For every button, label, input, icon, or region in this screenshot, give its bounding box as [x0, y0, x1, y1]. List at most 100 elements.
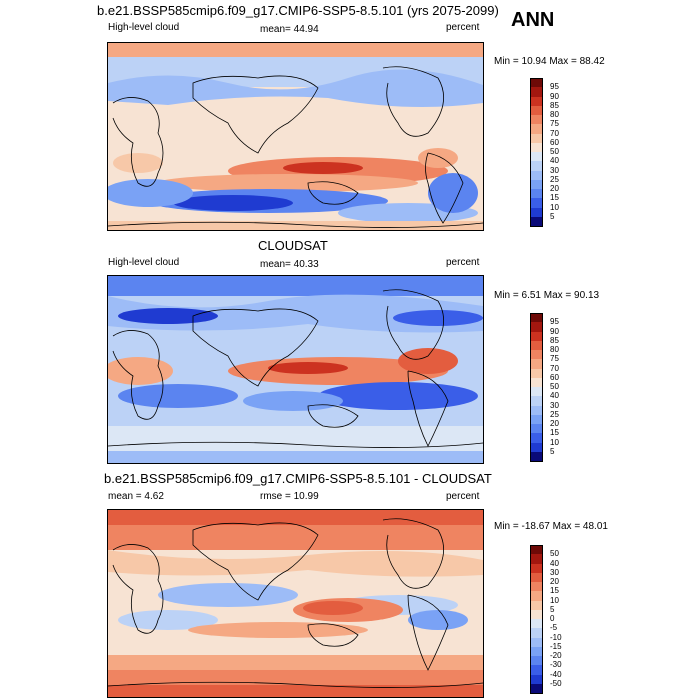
colorbar-tick-label: -10	[550, 632, 562, 642]
colorbar-tick-label: -5	[550, 623, 558, 633]
colorbar-tick-label: 25	[550, 409, 559, 419]
colorbar-tick-label: 40	[550, 391, 559, 401]
colorbar-swatch	[530, 591, 543, 601]
colorbar-swatch	[530, 96, 543, 107]
colorbar-swatch	[530, 563, 543, 574]
panel-3-map	[107, 509, 484, 698]
colorbar-swatch	[530, 170, 543, 181]
colorbar-tick-label: 20	[550, 184, 559, 193]
panel-2-map-field	[108, 276, 483, 463]
colorbar-tick-label: 60	[550, 372, 559, 382]
colorbar-tick-label: 95	[550, 317, 559, 327]
colorbar-swatch	[530, 424, 543, 434]
colorbar-swatch	[530, 161, 543, 171]
colorbar-tick-label: 70	[550, 128, 559, 138]
colorbar-tick-label: 80	[550, 110, 559, 119]
colorbar-swatch	[530, 582, 543, 592]
colorbar-tick-label: 15	[550, 586, 559, 596]
colorbar-swatch	[530, 322, 543, 332]
colorbar-swatch	[530, 216, 543, 227]
panel-3-title: b.e21.BSSP585cmip6.f09_g17.CMIP6-SSP5-8.…	[104, 471, 492, 486]
colorbar-tick-label: 80	[550, 345, 559, 354]
panel-3-map-field	[108, 510, 483, 697]
colorbar-tick-label: 5	[550, 604, 555, 614]
colorbar-swatch	[530, 628, 543, 638]
colorbar-swatch	[530, 198, 543, 208]
colorbar-swatch	[530, 359, 543, 369]
colorbar-swatch	[530, 619, 543, 629]
colorbar-swatch	[530, 124, 543, 134]
panel-1-units-label: percent	[446, 22, 480, 33]
panel-3-rmse-label: rmse = 10.99	[260, 491, 319, 502]
colorbar-tick-label: 40	[550, 156, 559, 166]
colorbar-swatch	[530, 350, 543, 360]
colorbar-tick-label: -20	[550, 651, 562, 660]
panel-2-variable-label: High-level cloud	[108, 257, 180, 268]
colorbar-tick-label: 75	[550, 354, 559, 364]
colorbar-tick-label: 70	[550, 363, 559, 373]
colorbar-swatch	[530, 451, 543, 462]
panel-1-mean-label: mean= 44.94	[260, 24, 319, 35]
colorbar-tick-label: 90	[550, 326, 559, 336]
panel-2-colorbar: 95 90 85 80 75 70 60 50 40 30 25 20 15 10 5	[530, 313, 590, 462]
panel-2-title: CLOUDSAT	[258, 238, 328, 253]
colorbar-tick-label: 20	[550, 419, 559, 428]
colorbar-swatch	[530, 414, 543, 425]
colorbar-tick-label: 10	[550, 595, 559, 605]
panel-1-colorbar: 95 90 85 80 75 70 60 50 40 30 25 20 15 10 5	[530, 78, 590, 227]
panel-2-map	[107, 275, 484, 464]
colorbar-tick-label: 50	[550, 147, 559, 156]
colorbar-tick-label: 15	[550, 193, 559, 203]
panel-1-minmax-label: Min = 10.94 Max = 88.42	[494, 56, 605, 67]
colorbar-tick-label: 25	[550, 174, 559, 184]
colorbar-swatch	[530, 179, 543, 190]
colorbar-tick-label: 20	[550, 577, 559, 586]
colorbar-swatch	[530, 133, 543, 144]
colorbar-tick-label: 40	[550, 558, 559, 568]
colorbar-tick-label: 95	[550, 82, 559, 92]
colorbar-swatch	[530, 207, 543, 218]
panel-3-colorbar: 50 40 30 20 15 10 5 0 -5 -10 -15 -20 -30 -40 -50	[530, 545, 590, 694]
panel-2-minmax-label: Min = 6.51 Max = 90.13	[494, 290, 600, 301]
colorbar-swatch	[530, 368, 543, 379]
colorbar-tick-label: 85	[550, 100, 559, 110]
colorbar-tick-label: 5	[550, 211, 555, 221]
colorbar-tick-label: 85	[550, 335, 559, 345]
colorbar-swatch	[530, 115, 543, 125]
panel-1-map-field	[108, 43, 483, 230]
colorbar-swatch	[530, 340, 543, 351]
colorbar-swatch	[530, 572, 543, 583]
colorbar-tick-label: -30	[550, 660, 562, 670]
panel-2-units-label: percent	[446, 257, 480, 268]
colorbar-tick-label: 15	[550, 428, 559, 438]
colorbar-swatch	[530, 377, 543, 388]
colorbar-swatch	[530, 609, 543, 620]
colorbar-tick-label: -15	[550, 641, 562, 651]
season-annotation: ANN	[511, 9, 555, 31]
colorbar-swatch	[530, 405, 543, 416]
panel-1-variable-label: High-level cloud	[108, 22, 180, 33]
colorbar-tick-label: 5	[550, 446, 555, 456]
colorbar-swatch	[530, 554, 543, 564]
colorbar-swatch	[530, 396, 543, 406]
colorbar-swatch	[530, 683, 543, 694]
colorbar-tick-label: 50	[550, 549, 559, 559]
colorbar-swatch	[530, 387, 543, 397]
colorbar-tick-label: 30	[550, 165, 559, 175]
colorbar-swatch	[530, 665, 543, 675]
colorbar-tick-label: -50	[550, 678, 562, 688]
colorbar-tick-label: -40	[550, 669, 562, 679]
colorbar-swatch	[530, 331, 543, 342]
colorbar-tick-label: 10	[550, 202, 559, 212]
colorbar-swatch	[530, 78, 543, 88]
colorbar-swatch	[530, 674, 543, 685]
colorbar-swatch	[530, 600, 543, 611]
panel-2-mean-label: mean= 40.33	[260, 259, 319, 270]
panel-3-minmax-label: Min = -18.67 Max = 48.01	[494, 521, 608, 532]
colorbar-swatch	[530, 142, 543, 153]
colorbar-tick-label: 0	[550, 614, 555, 623]
panel-3-mean-label: mean = 4.62	[108, 491, 164, 502]
colorbar-swatch	[530, 646, 543, 657]
panel-1-map	[107, 42, 484, 231]
colorbar-swatch	[530, 433, 543, 443]
